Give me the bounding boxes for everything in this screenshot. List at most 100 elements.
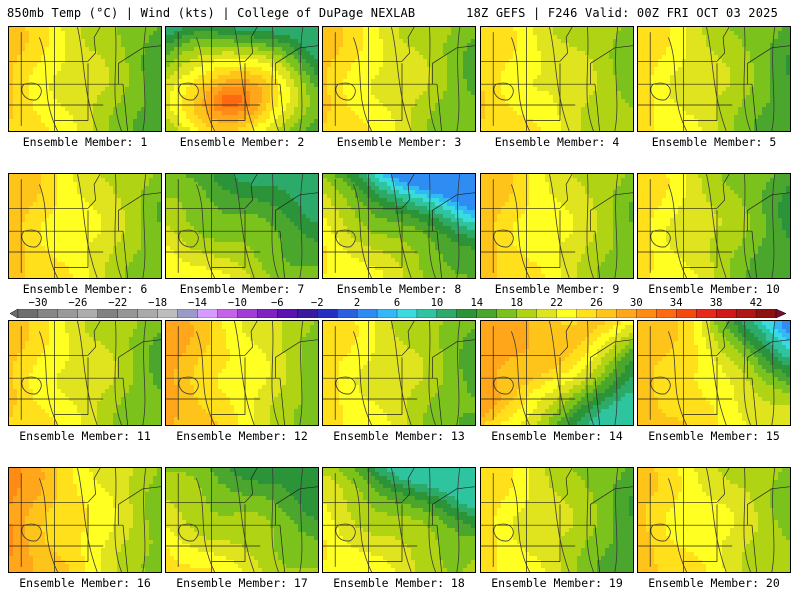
temperature-cell: [367, 51, 372, 56]
temperature-cell: [782, 95, 787, 100]
temperature-cell: [658, 119, 663, 124]
temperature-cell: [447, 95, 452, 100]
temperature-cell: [629, 71, 633, 76]
temperature-cell: [202, 55, 207, 60]
temperature-cell: [133, 99, 138, 104]
temperature-cell: [25, 63, 30, 68]
temperature-cell: [497, 31, 502, 36]
temperature-cell: [323, 115, 328, 120]
temperature-cell: [137, 127, 142, 131]
temperature-cell: [443, 87, 448, 92]
temperature-cell: [742, 103, 747, 108]
temperature-cell: [485, 91, 490, 96]
temperature-cell: [137, 87, 142, 92]
temperature-cell: [218, 115, 223, 120]
temperature-cell: [722, 95, 727, 100]
temperature-cell: [57, 123, 62, 128]
temperature-cell: [625, 55, 630, 60]
temperature-cell: [569, 35, 574, 40]
temperature-cell: [710, 99, 715, 104]
temperature-cell: [45, 35, 50, 40]
temperature-cell: [742, 43, 747, 48]
temperature-cell: [129, 115, 134, 120]
temperature-cell: [529, 83, 534, 88]
temperature-cell: [149, 75, 154, 80]
temperature-cell: [49, 71, 54, 76]
temperature-cell: [774, 115, 779, 120]
temperature-cell: [234, 63, 239, 68]
temperature-cell: [383, 31, 388, 36]
temperature-cell: [521, 47, 526, 52]
temperature-cell: [379, 91, 384, 96]
temperature-cell: [601, 27, 606, 32]
temperature-cell: [762, 91, 767, 96]
temperature-cell: [762, 123, 767, 128]
temperature-cell: [206, 115, 211, 120]
temperature-cell: [754, 51, 759, 56]
temperature-cell: [359, 63, 364, 68]
temperature-cell: [85, 115, 90, 120]
temperature-cell: [77, 55, 82, 60]
temperature-cell: [174, 43, 179, 48]
isotherm-contour: [549, 27, 570, 131]
temperature-cell: [25, 27, 30, 32]
temperature-cell: [786, 87, 790, 92]
temperature-cell: [339, 55, 344, 60]
temperature-cell: [383, 115, 388, 120]
temperature-cell: [646, 63, 651, 68]
temperature-cell: [513, 115, 518, 120]
temperature-cell: [302, 103, 307, 108]
temperature-cell: [230, 27, 235, 32]
temperature-cell: [471, 67, 475, 72]
temperature-cell: [310, 83, 315, 88]
temperature-cell: [210, 95, 215, 100]
temperature-cell: [589, 103, 594, 108]
temperature-cell: [471, 35, 475, 40]
temperature-cell: [730, 83, 735, 88]
temperature-cell: [33, 127, 38, 131]
temperature-cell: [439, 35, 444, 40]
temperature-cell: [533, 31, 538, 36]
temperature-cell: [463, 39, 468, 44]
temperature-cell: [278, 91, 283, 96]
temperature-cell: [339, 79, 344, 84]
temperature-cell: [750, 115, 755, 120]
temperature-cell: [242, 119, 247, 124]
temperature-cell: [226, 123, 231, 128]
temperature-cell: [638, 43, 643, 48]
temperature-cell: [294, 99, 299, 104]
temperature-cell: [178, 67, 183, 72]
temperature-cell: [375, 79, 380, 84]
temperature-cell: [762, 99, 767, 104]
temperature-cell: [174, 55, 179, 60]
temperature-cell: [443, 71, 448, 76]
temperature-cell: [509, 127, 514, 131]
temperature-cell: [266, 27, 271, 32]
temperature-cell: [674, 55, 679, 60]
temperature-cell: [186, 51, 191, 56]
temperature-cell: [770, 63, 775, 68]
temperature-cell: [467, 39, 472, 44]
temperature-cell: [174, 107, 179, 112]
temperature-cell: [391, 99, 396, 104]
isotherm-contour: [271, 27, 279, 131]
temperature-cell: [335, 111, 340, 116]
temperature-cell: [674, 71, 679, 76]
temperature-cell: [443, 127, 448, 131]
temperature-cell: [258, 43, 263, 48]
temperature-cell: [375, 87, 380, 92]
temperature-cell: [650, 27, 655, 32]
temperature-cell: [609, 91, 614, 96]
temperature-cell: [415, 51, 420, 56]
temperature-cell: [290, 103, 295, 108]
temperature-cell: [758, 63, 763, 68]
temperature-cell: [642, 39, 647, 44]
temperature-cell: [549, 31, 554, 36]
temperature-cell: [194, 107, 199, 112]
temperature-cell: [521, 87, 526, 92]
temperature-cell: [250, 91, 255, 96]
temperature-cell: [521, 51, 526, 56]
temperature-cell: [658, 39, 663, 44]
temperature-cell: [210, 111, 215, 116]
temperature-cell: [613, 87, 618, 92]
